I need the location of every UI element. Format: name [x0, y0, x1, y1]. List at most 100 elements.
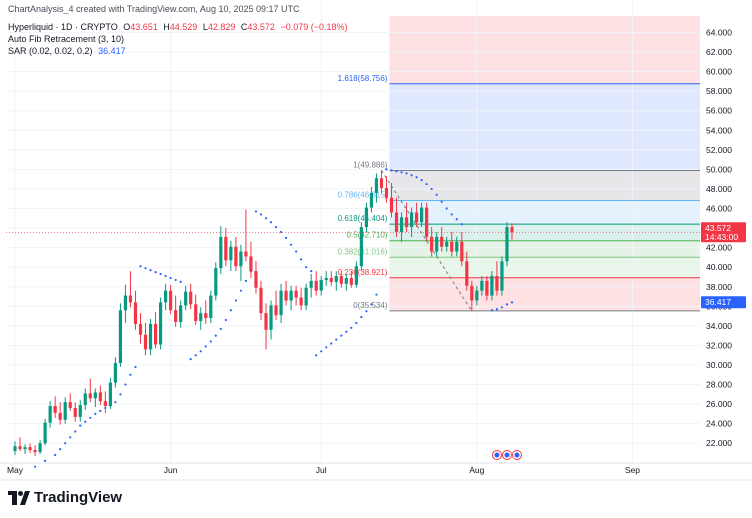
candle	[118, 303, 123, 367]
candle-body	[189, 291, 193, 305]
candle	[189, 283, 193, 310]
candle-body	[415, 212, 419, 223]
sar-dot	[435, 193, 438, 196]
fib-label-0: 0(35.534)	[353, 301, 388, 310]
candle-body	[209, 295, 213, 319]
indicator-fib-line[interactable]: Auto Fib Retracement (3, 10)	[8, 34, 127, 44]
candle	[38, 440, 42, 454]
close-label: C	[240, 22, 248, 32]
candle-body	[399, 217, 404, 232]
last-price-value: 43.572	[705, 223, 731, 233]
y-tick-label: 54.000	[706, 125, 732, 135]
candle	[43, 418, 47, 446]
sar-dot	[310, 270, 313, 273]
event-dot	[514, 452, 520, 458]
sar-dot	[129, 373, 132, 376]
candle	[460, 231, 464, 267]
indicator-sar-line[interactable]: SAR (0.02, 0.02, 0.2) 36.417	[8, 46, 129, 56]
candle-body	[264, 313, 268, 330]
candle-body	[83, 393, 87, 406]
candle-body	[239, 251, 243, 267]
fib-bands	[389, 16, 700, 311]
sar-dot	[274, 226, 278, 229]
candle-body	[404, 217, 409, 228]
event-dot	[494, 452, 500, 458]
event-flag-icon	[512, 450, 522, 460]
candle	[164, 283, 168, 311]
candle	[249, 241, 253, 278]
sar-dot	[325, 346, 328, 349]
sar-dot	[410, 174, 413, 177]
sar-dot	[124, 383, 127, 386]
tradingview-logo-icon	[8, 490, 30, 505]
sar-dot	[330, 342, 333, 345]
candle	[430, 227, 434, 257]
candle-body	[480, 280, 484, 291]
fib-label-0.786: 0.786(46.815)	[338, 191, 388, 200]
candle	[339, 271, 343, 288]
sar-dot	[214, 334, 217, 337]
candle-body	[495, 276, 499, 291]
candle-body	[103, 401, 107, 407]
fib-label-1.618: 1.618(58.756)	[338, 74, 388, 83]
indicator-sar-value: 36.417	[98, 46, 126, 56]
candle	[435, 231, 439, 257]
sar-dot	[290, 243, 293, 246]
candle-body	[38, 443, 42, 453]
candle	[194, 294, 198, 325]
y-tick-label: 24.000	[706, 419, 732, 429]
candle	[23, 444, 27, 454]
y-tick-label: 62.000	[706, 47, 732, 57]
candle-body	[359, 227, 363, 267]
symbol-name[interactable]: Hyperliquid · 1D · CRYPTO	[8, 22, 118, 32]
candle	[324, 271, 328, 286]
zigzag-line	[381, 170, 473, 312]
sar-tag	[701, 296, 746, 309]
candle	[299, 287, 303, 311]
sar-dot	[44, 459, 47, 462]
y-tick-label: 48.000	[706, 184, 732, 194]
candle	[174, 295, 178, 327]
sar-dot	[64, 442, 67, 445]
x-tick-label: Sep	[625, 465, 640, 475]
candle	[404, 202, 409, 232]
candle-body	[179, 305, 183, 322]
candle-body	[289, 290, 293, 301]
candle-body	[364, 207, 368, 228]
change-value: −0.079 (−0.18%)	[280, 22, 348, 32]
sar-dot	[510, 301, 514, 304]
sar-dots	[33, 168, 514, 468]
symbol-line: Hyperliquid · 1D · CRYPTO O43.651 H44.52…	[8, 22, 351, 32]
sar-dot	[279, 230, 283, 234]
tradingview-brand: TradingView	[34, 489, 123, 506]
candle	[63, 397, 67, 424]
y-tick-label: 46.000	[706, 204, 732, 214]
candle-body	[234, 246, 238, 267]
sar-dot	[84, 420, 87, 423]
candle	[209, 290, 213, 323]
sar-dot	[114, 401, 117, 404]
candle	[169, 284, 173, 315]
sar-dot	[159, 272, 162, 276]
candle-body	[184, 291, 188, 306]
fib-label-0.618: 0.618(44.404)	[338, 214, 388, 223]
candle	[224, 228, 228, 267]
fib-band	[389, 170, 700, 201]
candle	[510, 223, 514, 240]
candle	[234, 236, 238, 272]
sar-dot	[375, 293, 378, 296]
sar-dot	[239, 289, 242, 292]
high-value: 44.529	[169, 22, 198, 32]
candle	[239, 244, 243, 281]
tradingview-logo[interactable]: TradingView	[8, 489, 122, 506]
candle	[219, 226, 223, 275]
low-label: L	[202, 22, 208, 32]
candle-body	[58, 412, 62, 420]
sar-dot	[164, 274, 167, 278]
sar-dot	[254, 210, 258, 213]
candle	[78, 400, 82, 422]
sar-tag-value: 36.417	[705, 297, 731, 307]
sar-dot	[450, 213, 453, 216]
candle-body	[33, 450, 37, 453]
